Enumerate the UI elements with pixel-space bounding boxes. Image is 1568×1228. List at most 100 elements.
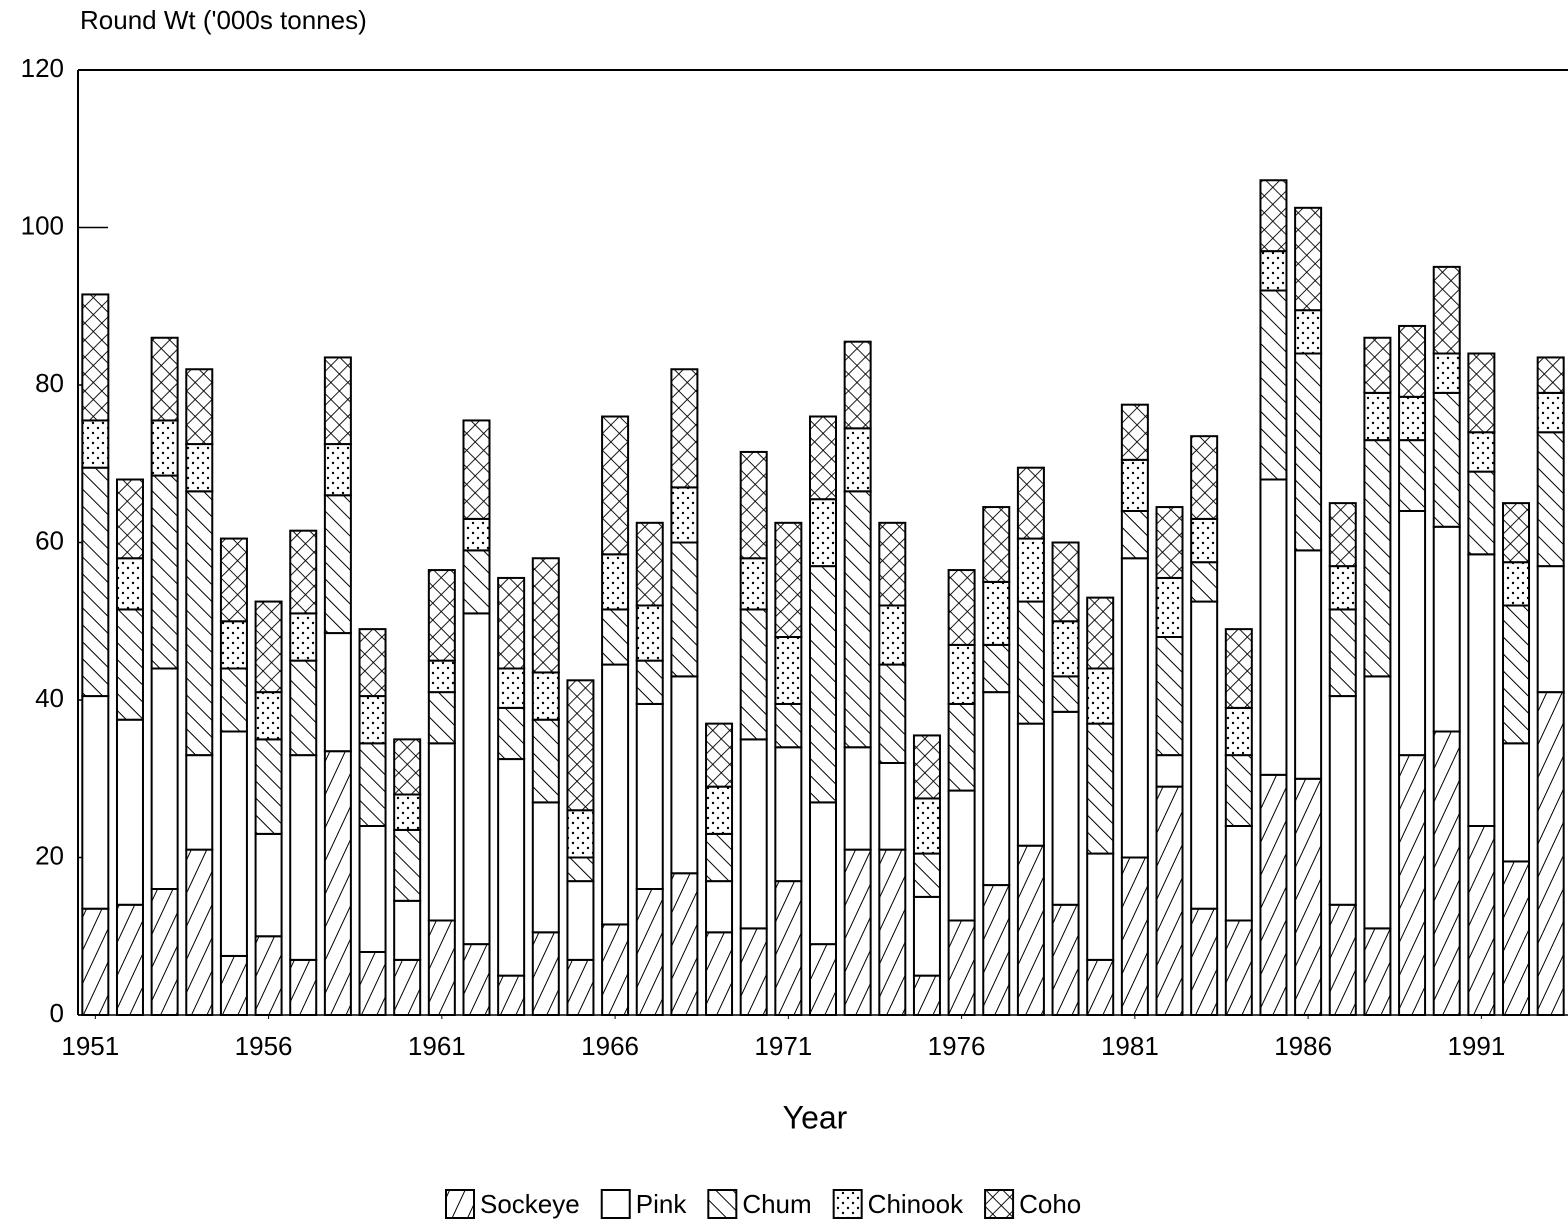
bar-segment	[809, 565, 837, 804]
bar-segment	[185, 368, 214, 446]
bar-segment	[982, 506, 1011, 583]
bar-segment	[1294, 549, 1323, 780]
legend-label: Chum	[742, 1189, 811, 1219]
bar-segment	[1432, 265, 1461, 355]
bar-segment	[150, 419, 179, 477]
bar-segment	[115, 557, 144, 611]
bar-segment	[1536, 691, 1565, 1016]
bar-segment	[809, 498, 837, 568]
bar-segment	[254, 832, 283, 938]
bar-segment	[1086, 667, 1115, 725]
bar-segment	[912, 974, 941, 1016]
bar-segment	[462, 517, 491, 552]
bar-segment	[1294, 206, 1323, 312]
bar-segment	[219, 537, 248, 623]
bar-segment	[601, 553, 630, 611]
bar-segment	[635, 659, 664, 705]
bar-segment	[1502, 604, 1531, 745]
bar-segment	[947, 919, 976, 1016]
bar-segment	[393, 793, 422, 831]
bar-segment	[289, 612, 318, 662]
bar-segment	[531, 557, 560, 674]
bar-segment	[1467, 553, 1496, 827]
bar-segment	[323, 443, 352, 497]
bar-segment	[1398, 324, 1427, 398]
bar-segment	[1294, 309, 1323, 355]
bar-segment	[497, 706, 526, 761]
bar-segment	[1155, 636, 1184, 757]
bar-segment	[1467, 431, 1496, 473]
bar-segment	[635, 604, 664, 662]
bar-segment	[774, 746, 803, 883]
bar-segment	[1155, 576, 1184, 638]
bar-segment	[219, 620, 248, 670]
bar-segment	[1432, 525, 1461, 733]
bar-segment	[427, 659, 456, 694]
bar-segment	[705, 722, 734, 788]
bar-segment	[1051, 541, 1080, 623]
bar-segment	[878, 848, 907, 1016]
bar-segment	[497, 758, 526, 977]
bar-segment	[843, 848, 872, 1016]
bar-segment	[1467, 470, 1496, 556]
bar-segment	[1086, 852, 1115, 961]
bar-segment	[393, 738, 422, 796]
bar-segment	[912, 852, 941, 898]
bar-segment	[1224, 919, 1253, 1016]
bar-segment	[393, 958, 422, 1016]
bar-segment	[601, 608, 630, 666]
bar-segment	[1016, 722, 1045, 847]
bar-segment	[185, 490, 214, 757]
bar-segment	[809, 801, 837, 946]
bar-segment	[1259, 478, 1288, 776]
y-tick-label: 80	[35, 368, 64, 398]
bar-segment	[670, 368, 699, 489]
bar-segment	[1363, 927, 1392, 1016]
bar-segment	[774, 702, 803, 749]
bar-segment	[254, 738, 283, 835]
bar-segment	[81, 466, 110, 698]
bar-segment	[219, 730, 248, 957]
y-axis-label: Round Wt ('000s tonnes)	[80, 5, 367, 35]
bar-segment	[566, 958, 595, 1016]
bar-segment	[878, 604, 907, 666]
bar-segment	[254, 600, 283, 694]
bar-segment	[1051, 710, 1080, 906]
bar-segment	[1328, 695, 1357, 906]
bar-segment	[1328, 903, 1357, 1016]
bar-segment	[1086, 722, 1115, 855]
bar-segment	[219, 954, 248, 1016]
bar-segment	[1536, 391, 1565, 434]
bar-segment	[115, 718, 144, 906]
bar-segment	[1432, 391, 1461, 528]
bar-segment	[1016, 466, 1045, 540]
bar-segment	[1120, 510, 1149, 560]
x-tick-label: 1991	[1447, 1031, 1505, 1061]
bar-segment	[1328, 565, 1357, 611]
bar-segment	[115, 608, 144, 721]
bar-segment	[1051, 620, 1080, 678]
bar-segment	[1190, 907, 1219, 1016]
bar-segment	[1190, 435, 1219, 520]
bar-segment	[150, 474, 179, 670]
bar-segment	[531, 671, 560, 721]
bar-segment	[774, 521, 803, 638]
bar-segment	[1259, 250, 1288, 292]
bar-segment	[1224, 825, 1253, 922]
bar-segment	[1016, 844, 1045, 1016]
x-axis-label: Year	[783, 1099, 848, 1135]
bar-segment	[982, 643, 1011, 694]
bar-segment	[1224, 628, 1253, 709]
x-tick-label: 1956	[235, 1031, 293, 1061]
bar-segment	[462, 612, 491, 946]
bar-segment	[912, 734, 941, 800]
bar-segment	[947, 789, 976, 922]
y-tick-label: 60	[35, 525, 64, 555]
x-tick-label: 1966	[581, 1031, 639, 1061]
bar-segment	[1259, 773, 1288, 1016]
bar-segment	[774, 636, 803, 705]
bar-segment	[601, 923, 630, 1016]
bar-segment	[1398, 395, 1427, 442]
bar-segment	[843, 490, 872, 749]
bar-segment	[1502, 860, 1531, 1016]
